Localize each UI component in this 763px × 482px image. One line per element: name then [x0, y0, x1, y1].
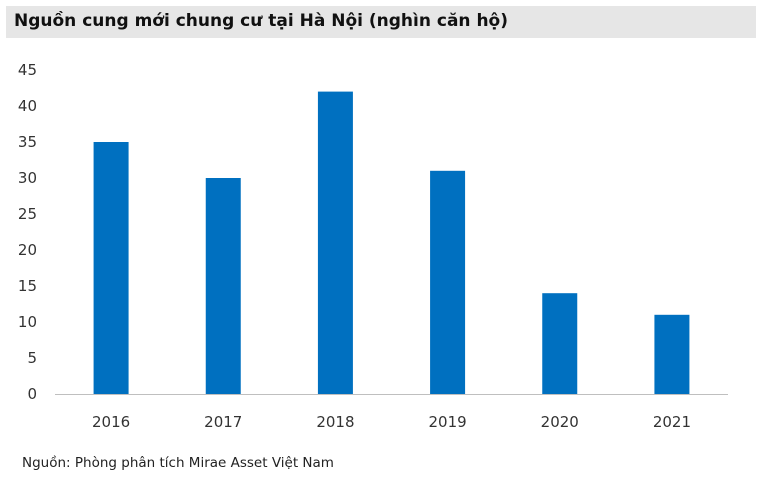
- chart-title: Nguồn cung mới chung cư tại Hà Nội (nghì…: [14, 11, 509, 31]
- y-tick-label: 30: [18, 169, 37, 187]
- x-tick-label: 2016: [92, 413, 130, 431]
- bar-2019: [430, 170, 466, 394]
- x-tick-label: 2021: [653, 413, 691, 431]
- bars: [93, 91, 690, 394]
- chart-title-bar: Nguồn cung mới chung cư tại Hà Nội (nghì…: [6, 6, 756, 38]
- bar-2021: [654, 314, 690, 394]
- source-note: Nguồn: Phòng phân tích Mirae Asset Việt …: [22, 455, 334, 471]
- y-tick-label: 15: [18, 277, 37, 295]
- x-tick-label: 2020: [541, 413, 579, 431]
- y-tick-label: 40: [18, 97, 37, 115]
- y-tick-label: 5: [27, 349, 37, 367]
- x-tick-label: 2017: [204, 413, 242, 431]
- y-tick-label: 0: [27, 385, 37, 403]
- bar-2017: [205, 178, 241, 394]
- y-tick-label: 25: [18, 205, 37, 223]
- y-tick-label: 20: [18, 241, 37, 259]
- x-tick-label: 2018: [316, 413, 354, 431]
- x-axis-ticks: 2016 2017 2018 2019 2020 2021: [92, 413, 691, 431]
- y-tick-label: 35: [18, 133, 37, 151]
- y-tick-label: 10: [18, 313, 37, 331]
- y-axis-ticks: 0 5 10 15 20 25 30 35 40 45: [18, 61, 37, 403]
- bar-2016: [93, 142, 129, 394]
- bar-2018: [317, 91, 353, 394]
- y-tick-label: 45: [18, 61, 37, 79]
- x-tick-label: 2019: [428, 413, 466, 431]
- bar-2020: [542, 293, 578, 394]
